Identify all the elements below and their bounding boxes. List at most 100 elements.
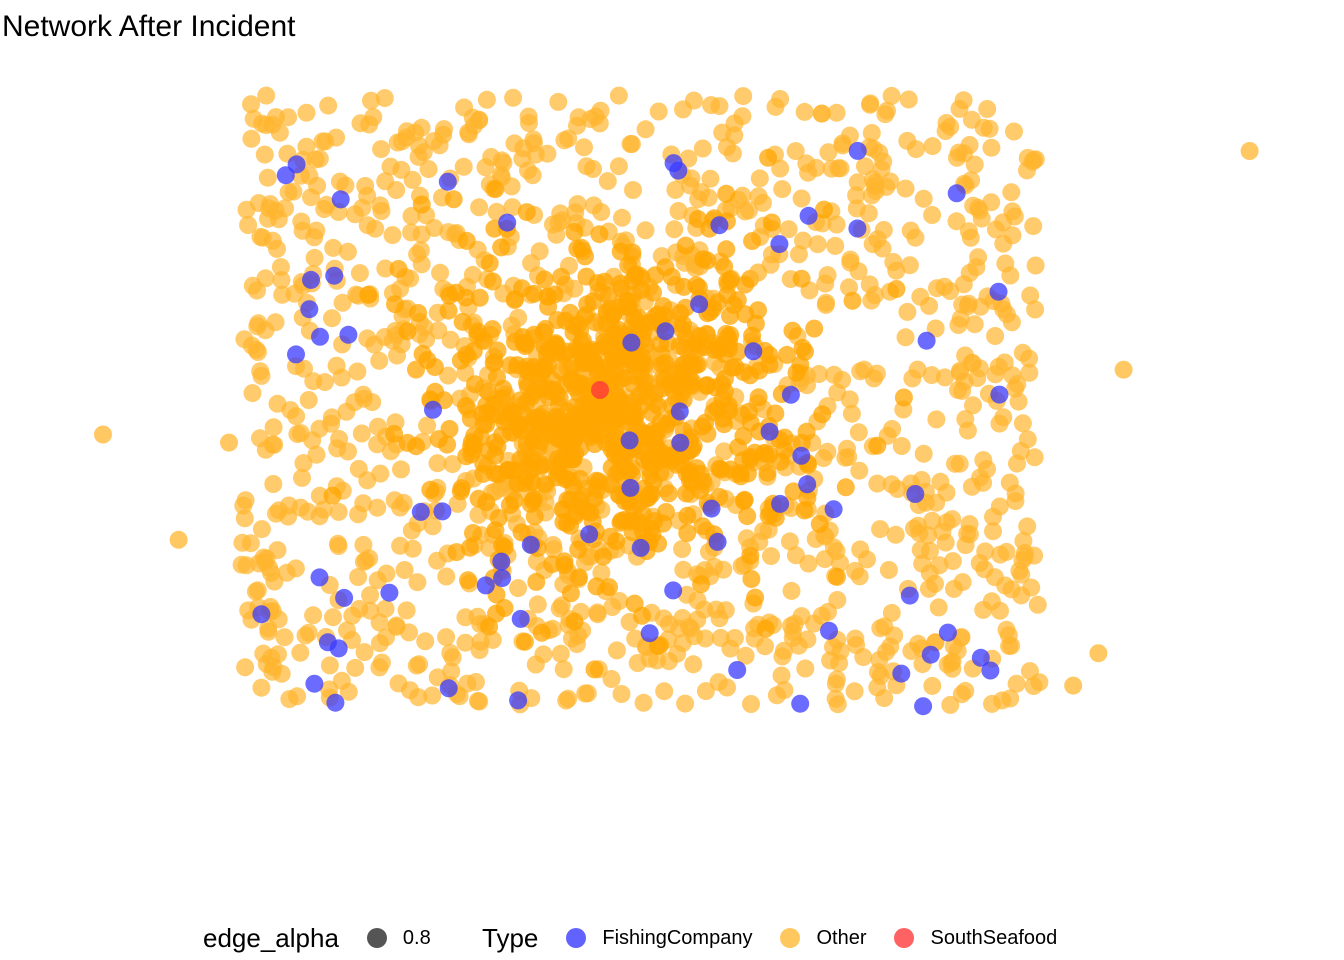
node-other-1850 [677,484,696,503]
node-other-1498 [792,433,811,452]
node-other-90 [305,248,324,267]
node-other-1022 [989,357,1008,376]
node-other-1040 [524,130,543,149]
node-other-548 [288,425,307,443]
node-other-799 [959,294,978,313]
node-other-390 [361,601,380,620]
node-other-688 [920,296,939,315]
node-fishingcompany-19 [476,576,495,595]
node-other-1003 [441,643,460,662]
node-other-1179 [509,308,528,327]
node-other-1063 [476,158,495,177]
node-fishingcompany-9 [305,674,324,693]
node-other-632 [792,189,811,208]
node-other-1075 [669,202,688,220]
node-other-1880 [843,291,862,310]
node-other-1714 [692,575,711,594]
node-other-589 [354,552,373,571]
node-other-1238 [914,444,933,463]
node-fishingcompany-52 [302,270,320,289]
node-other-893 [315,373,334,392]
node-other-259 [576,684,595,703]
node-other-1968 [623,459,642,477]
node-other-802 [352,424,371,443]
node-other-1355 [590,225,609,244]
node-other-1431 [554,513,573,532]
node-fishingcompany-51 [848,141,867,160]
node-other-1409 [678,524,697,542]
node-fishingcompany-33 [300,300,319,319]
legend-label-southseafood: SouthSeafood [930,926,1058,949]
node-other-794 [1003,226,1022,245]
node-other-1932 [674,355,693,374]
node-other-899 [428,551,447,570]
node-other-52 [826,236,845,255]
node-other-1784 [562,371,581,390]
node-other-13 [361,586,380,605]
node-other-1935 [704,403,723,422]
node-other-763 [411,241,430,260]
node-other-1667 [659,484,678,503]
node-other-1219 [816,274,835,293]
node-other-755 [303,431,322,450]
node-other-841 [1005,122,1023,141]
node-other-69 [773,180,792,199]
node-other-1052 [1003,366,1022,385]
node-other-559 [827,670,846,689]
node-other-1097 [926,574,944,593]
node-other-1085 [358,471,377,490]
node-fishingcompany-29 [824,500,843,519]
node-other-1281 [717,184,736,203]
node-fishingcompany-27 [329,639,348,658]
node-other-1966 [758,463,777,482]
node-other-11 [965,315,984,334]
node-other-59 [323,309,341,328]
node-other-1990 [717,325,736,343]
node-other-324 [454,157,473,176]
node-other-993 [1015,547,1034,566]
node-other-1230 [970,201,989,220]
node-other-1150 [938,655,957,674]
node-other-1557 [793,338,812,357]
node-fishingcompany-47 [438,172,457,191]
node-other-152 [456,633,475,652]
node-other-1629 [805,319,824,338]
node-other-615 [257,86,276,105]
node-other-1987 [687,276,706,295]
node-other-513 [592,203,611,222]
node-fishingcompany-23 [656,322,675,341]
node-other-1743 [323,486,342,505]
node-other-534 [258,168,277,187]
node-other-1168 [884,253,903,271]
node-other-633 [693,139,712,158]
node-other-1157 [538,144,557,163]
node-other-900 [668,644,687,663]
node-other-347 [577,157,596,176]
node-other-110 [898,302,917,321]
network-plot [94,86,1259,716]
node-fishingcompany-49 [339,325,358,344]
node-fishingcompany-34 [580,525,599,544]
node-other-751 [1020,363,1039,382]
node-other-830 [324,238,343,257]
node-other-258 [236,658,255,677]
node-other-1730 [787,363,806,382]
node-other-1165 [275,628,294,647]
node-other-1132 [387,616,406,635]
node-other-outlier-6 [1114,360,1133,379]
node-other-361 [503,198,522,217]
node-other-1004 [831,159,850,178]
node-other-1757 [457,231,476,250]
node-other-1073 [368,498,387,517]
node-other-1897 [483,405,501,424]
node-other-1711 [795,501,814,520]
node-other-1102 [377,564,396,583]
node-other-613 [504,88,523,107]
node-other-479 [943,552,962,571]
node-other-1144 [269,610,288,629]
node-other-732 [908,360,927,379]
node-other-598 [431,263,450,282]
node-other-566 [754,522,773,541]
node-other-373 [882,603,901,622]
node-other-448 [609,86,628,105]
